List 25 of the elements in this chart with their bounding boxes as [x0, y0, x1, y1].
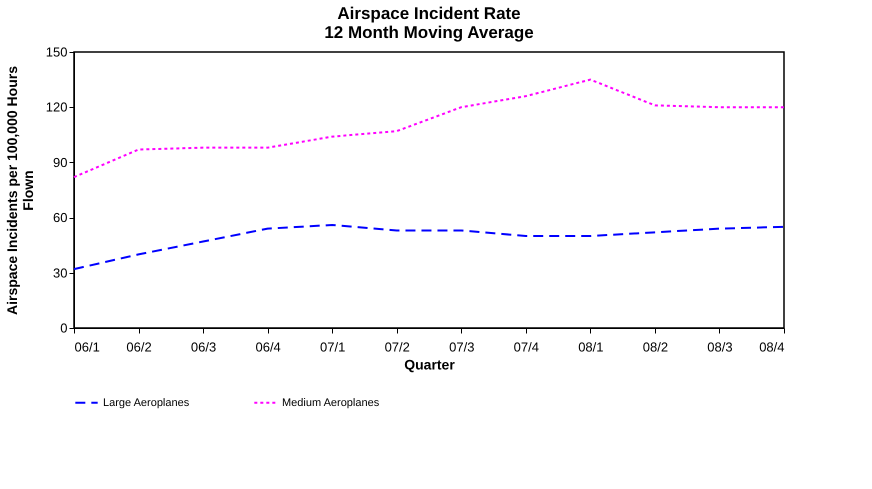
- x-tick-label: 06/2: [126, 340, 152, 354]
- legend-label: Medium Aeroplanes: [282, 396, 380, 409]
- x-tick-label: 08/2: [642, 340, 668, 354]
- y-tick-label: 150: [46, 44, 68, 60]
- x-tick-label: 06/4: [255, 340, 281, 354]
- legend-label: Large Aeroplanes: [103, 396, 190, 409]
- x-tick-label: 07/2: [384, 340, 410, 354]
- chart-title: Airspace Incident Rate 12 Month Moving Average: [324, 4, 534, 42]
- x-tick-label: 06/3: [190, 340, 216, 354]
- x-axis-title: Quarter: [404, 356, 456, 372]
- x-tick-label: 06/1: [74, 340, 100, 354]
- x-tick-label: 08/4: [759, 340, 784, 354]
- y-tick-label: 60: [53, 210, 68, 226]
- y-tick-label: 30: [53, 265, 68, 280]
- x-tick-label: 07/4: [514, 340, 539, 354]
- y-tick-label: 90: [53, 154, 68, 170]
- x-tick-label: 08/3: [707, 340, 733, 354]
- line-series: [73, 224, 785, 270]
- x-tick-label: 07/3: [449, 340, 474, 354]
- y-tick-label: 0: [60, 320, 68, 336]
- x-tick-label: 08/1: [578, 340, 604, 354]
- y-tick-label: 120: [46, 100, 68, 115]
- x-tick-label: 07/1: [320, 340, 346, 354]
- line-series: [73, 78, 785, 178]
- y-axis-title: Airspace Incidents per 100,000 Hours Flown: [4, 66, 36, 315]
